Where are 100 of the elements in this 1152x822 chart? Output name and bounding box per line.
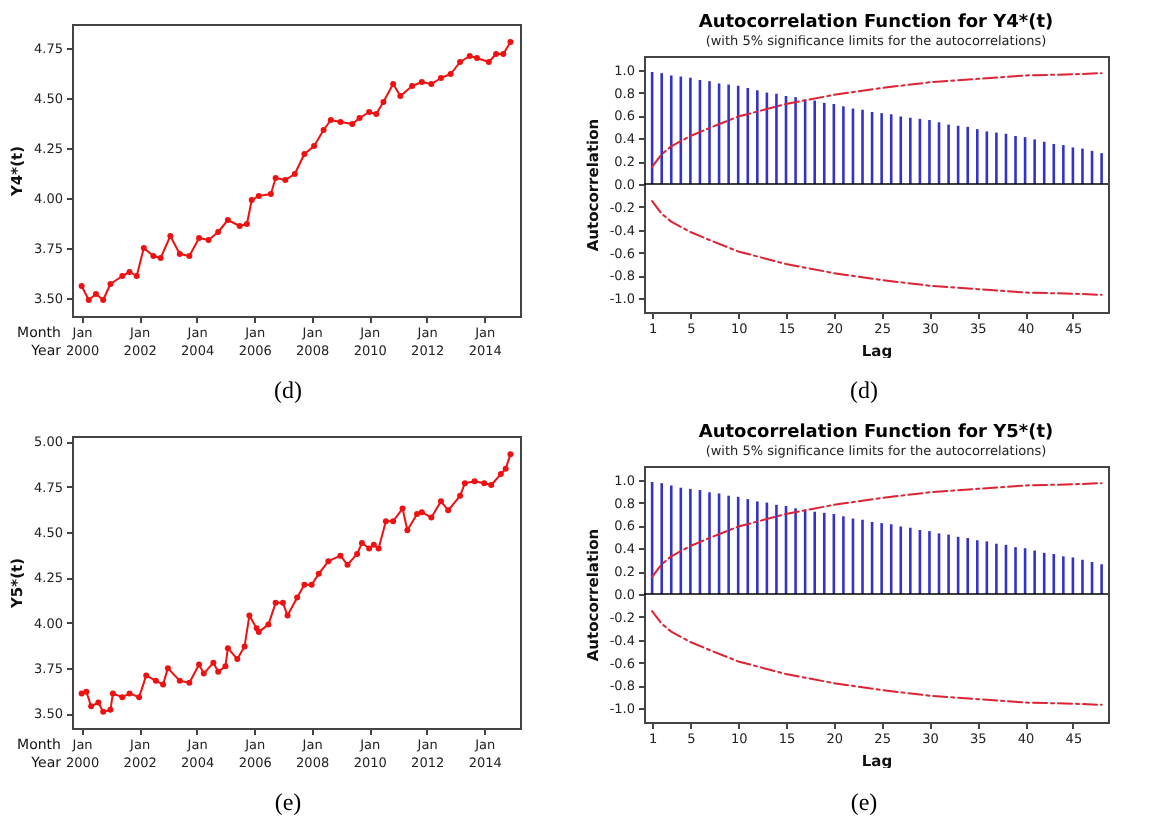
point [457, 59, 464, 65]
point [107, 281, 114, 287]
point [291, 171, 298, 177]
point [272, 175, 279, 181]
point [272, 599, 279, 606]
point [311, 143, 318, 149]
point [485, 59, 492, 65]
point [222, 663, 229, 670]
point [471, 478, 478, 485]
point [143, 672, 150, 679]
point [126, 269, 133, 275]
point [133, 273, 140, 279]
point [167, 233, 174, 239]
point [390, 81, 397, 87]
point [370, 541, 377, 548]
point [325, 558, 332, 565]
point [497, 471, 504, 478]
point [409, 83, 416, 89]
line-series [78, 39, 514, 303]
chart-title: Autocorrelation Function for Y5*(t) [698, 423, 1054, 443]
point [284, 612, 291, 619]
text: (d) [848, 376, 880, 406]
point [157, 255, 164, 261]
point [507, 39, 514, 45]
point [246, 612, 253, 619]
point [404, 527, 411, 534]
point [294, 594, 301, 601]
point [358, 540, 365, 546]
text: (e) [848, 788, 880, 818]
point [382, 518, 389, 525]
point [152, 677, 159, 684]
point [88, 703, 95, 710]
point [418, 509, 425, 516]
point [349, 121, 356, 127]
point [176, 677, 183, 684]
point [119, 273, 126, 279]
point [447, 71, 454, 77]
point [248, 197, 255, 203]
point [186, 679, 193, 686]
point [282, 177, 289, 183]
point [255, 193, 262, 199]
point [160, 681, 167, 688]
point [418, 79, 425, 85]
point [308, 581, 315, 588]
point [437, 498, 444, 505]
point [176, 251, 183, 257]
point [150, 253, 157, 259]
point [488, 481, 495, 488]
point [366, 545, 373, 552]
point [265, 621, 272, 628]
point [481, 480, 488, 487]
point [78, 283, 85, 289]
point [205, 237, 212, 243]
point [196, 235, 203, 241]
point [136, 694, 143, 701]
point [320, 127, 327, 133]
point [337, 552, 344, 559]
point [337, 119, 344, 125]
point [457, 492, 464, 499]
point [390, 518, 397, 525]
point [126, 690, 133, 697]
point [507, 451, 514, 458]
chart-title: Autocorrelation Function for Y4*(t) [698, 13, 1054, 33]
point [215, 229, 222, 235]
point [380, 99, 387, 105]
point [186, 253, 193, 259]
point [210, 659, 217, 666]
point [375, 545, 382, 552]
point [107, 706, 114, 713]
text: (d) [272, 376, 304, 406]
point [500, 51, 507, 57]
point [344, 561, 351, 568]
point [140, 245, 147, 251]
point [200, 670, 207, 677]
point [502, 465, 509, 472]
point [473, 55, 480, 61]
line-series [651, 482, 1103, 578]
point [83, 688, 90, 695]
point [164, 665, 171, 672]
point [100, 297, 107, 303]
point [224, 645, 231, 652]
point [466, 53, 473, 59]
point [95, 699, 102, 706]
line-series [651, 610, 1103, 706]
point [366, 109, 373, 115]
text: (e) [272, 788, 304, 818]
point [437, 75, 444, 81]
point [461, 480, 468, 487]
point [224, 217, 231, 223]
point [327, 117, 334, 123]
line-series [651, 72, 1103, 168]
point [315, 570, 322, 577]
point [301, 151, 308, 157]
point [196, 661, 203, 668]
point [85, 297, 92, 303]
point [234, 656, 241, 663]
point [445, 507, 452, 514]
point [399, 505, 406, 512]
point [279, 599, 286, 606]
point [428, 81, 435, 87]
